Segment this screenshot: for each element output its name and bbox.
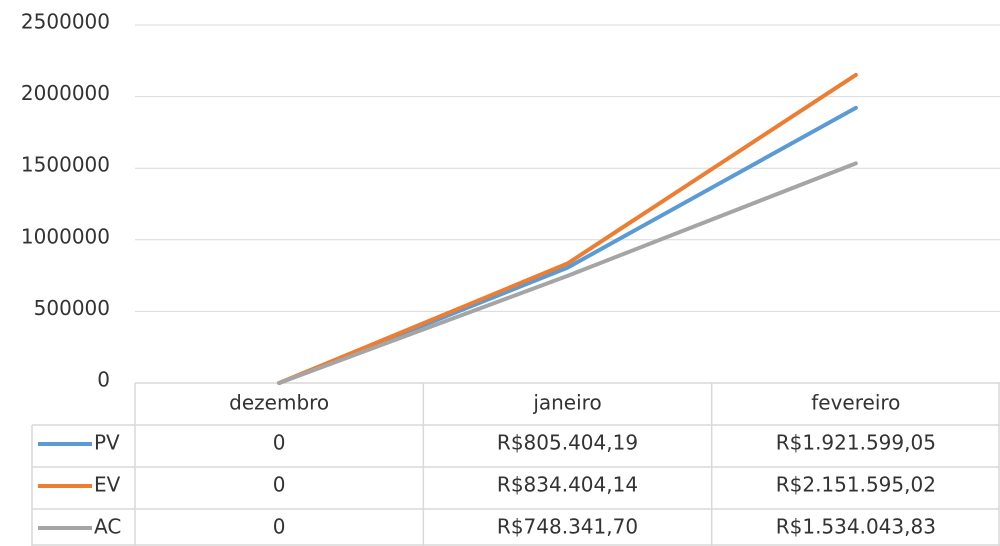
table-value: 0 <box>273 515 286 539</box>
table-value: R$1.534.043,83 <box>776 515 936 539</box>
y-tick-label: 1000000 <box>21 224 110 248</box>
table-value: R$834.404,14 <box>497 473 638 497</box>
legend-label: AC <box>94 515 121 539</box>
table-value: 0 <box>273 473 286 497</box>
x-tick-label: fevereiro <box>811 391 900 415</box>
table-value: R$1.921.599,05 <box>776 431 936 455</box>
legend-label: EV <box>94 473 121 497</box>
y-tick-label: 1500000 <box>21 153 110 177</box>
series-line <box>277 161 858 385</box>
y-tick-label: 0 <box>97 368 110 392</box>
series-line <box>277 105 858 385</box>
table-value: R$2.151.595,02 <box>776 473 936 497</box>
y-tick-label: 2000000 <box>21 81 110 105</box>
series-line <box>277 72 858 385</box>
y-tick-label: 2500000 <box>21 10 110 34</box>
table-value: R$748.341,70 <box>497 515 638 539</box>
table-value: R$805.404,19 <box>497 431 638 455</box>
y-tick-label: 500000 <box>34 296 110 320</box>
x-tick-label: dezembro <box>229 391 329 415</box>
x-tick-label: janeiro <box>532 391 601 415</box>
legend-label: PV <box>94 431 120 455</box>
table-value: 0 <box>273 431 286 455</box>
